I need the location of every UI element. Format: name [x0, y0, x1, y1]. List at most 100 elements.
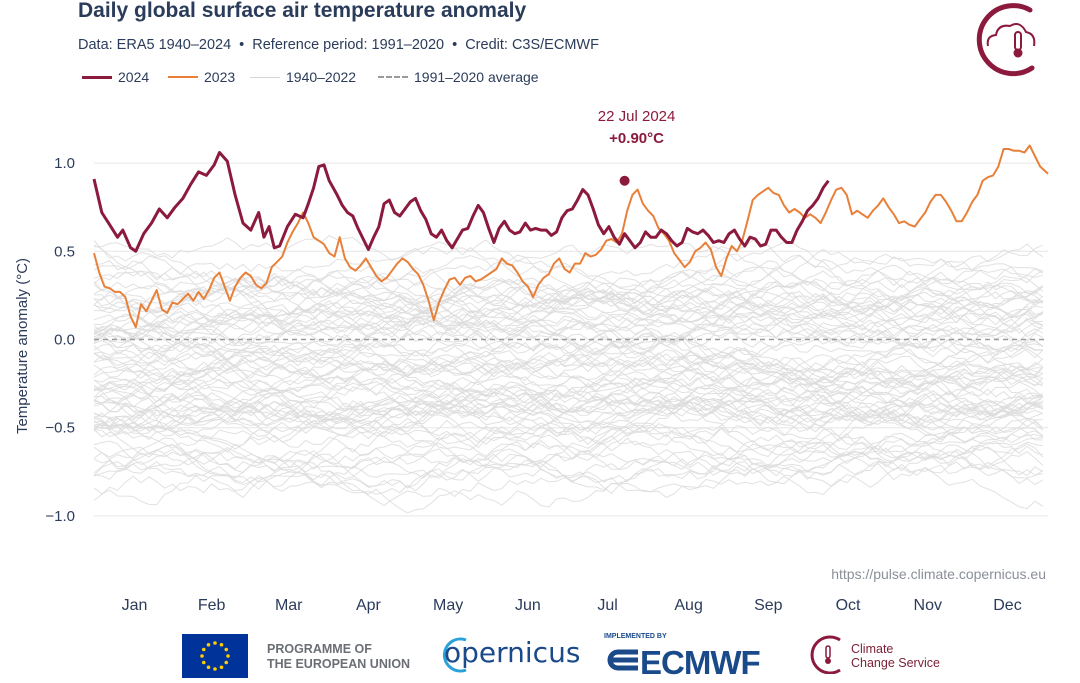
x-tick-label: Mar: [275, 597, 303, 614]
series-line-background: [93, 336, 1043, 399]
series-line-background: [93, 390, 1043, 431]
y-gridlines: [94, 162, 1048, 517]
annotation-date: 22 Jul 2024: [598, 108, 676, 125]
eu-star: [224, 660, 229, 665]
series-line-background: [93, 400, 1043, 445]
temperature-anomaly-chart: −1.0 −0.5 0.0 0.5 1.0 Jan Feb Mar Apr May Jun Jul A…: [14, 108, 1049, 614]
y-tick-label: 0.5: [54, 243, 75, 260]
ccs-logo-icon: [810, 635, 841, 674]
subtitle-credit: Credit: C3S/ECMWF: [465, 37, 599, 53]
eu-star: [213, 641, 217, 645]
series-line-background: [93, 243, 1044, 301]
y-axis-label: Temperature anomaly (°C): [14, 258, 31, 434]
footer-logos: PROGRAMME OF THE EUROPEAN UNION opernicu…: [0, 630, 1080, 681]
copernicus-logo: opernicus: [444, 636, 581, 669]
eu-star: [219, 642, 224, 647]
series-line-background: [93, 305, 1043, 349]
legend-label-average: 1991–2020 average: [414, 69, 539, 85]
legend-item-2023[interactable]: 2023: [168, 69, 235, 85]
ecmwf-logo-icon: [607, 649, 638, 671]
legend-label-1940-2022: 1940–2022: [286, 69, 357, 85]
series-line-background: [93, 351, 1043, 393]
series-line-background: [93, 400, 1043, 460]
annotation-value: +0.90°C: [609, 130, 664, 147]
series-line-background: [93, 381, 1043, 433]
ecmwf-logo: ECMWF: [640, 644, 761, 681]
series-line-background: [93, 443, 1044, 510]
x-tick-label: Feb: [198, 597, 226, 614]
subtitle-separator: •: [239, 37, 245, 53]
series-line-background: [93, 393, 1044, 451]
x-tick-label: Oct: [836, 597, 861, 614]
series-line-background: [93, 239, 1043, 302]
x-tick-label: Jul: [597, 597, 617, 614]
series-line-background: [93, 430, 1044, 501]
legend-item-1940-2022[interactable]: 1940–2022: [250, 69, 356, 85]
x-tick-label: Apr: [356, 597, 382, 614]
eu-programme-text: PROGRAMME OF THE EUROPEAN UNION: [267, 642, 410, 672]
series-line-background: [93, 332, 1044, 395]
annotation-marker[interactable]: [619, 175, 630, 186]
x-tick-label: May: [433, 597, 463, 614]
series-line-background: [93, 368, 1043, 435]
annotation-latest: 22 Jul 2024 +0.90°C: [598, 108, 676, 186]
eu-star: [224, 647, 229, 652]
series-line-background: [93, 339, 1044, 381]
series-line-background: [93, 379, 1044, 437]
series-line-background: [93, 270, 1043, 318]
series-line-background: [93, 354, 1043, 416]
ccs-text-line-2: Change Service: [851, 656, 940, 670]
legend-item-average[interactable]: 1991–2020 average: [378, 69, 539, 85]
x-tick-label: Jan: [122, 597, 148, 614]
x-tick-label: Aug: [674, 597, 702, 614]
series-line-background: [93, 281, 1044, 342]
eu-star: [213, 667, 217, 671]
y-tick-label: 1.0: [54, 155, 75, 172]
series-line-background: [93, 345, 1044, 397]
eu-star: [226, 654, 230, 658]
eu-star: [206, 642, 211, 647]
x-tick-labels: Jan Feb Mar Apr May Jun Jul Aug Sep Oct Nov Dec: [122, 597, 1022, 614]
subtitle-reference: Reference period: 1991–2020: [252, 37, 445, 53]
series-line-background: [93, 399, 1043, 465]
legend-label-2024: 2024: [118, 69, 150, 85]
eu-star: [201, 660, 206, 665]
eu-text-line-1: PROGRAMME OF: [267, 642, 372, 656]
series-line-2024: [92, 151, 830, 253]
y-tick-label: −1.0: [45, 508, 75, 525]
legend-swatch-1940-2022: [250, 76, 280, 78]
series-line-background: [93, 295, 1043, 340]
x-tick-label: Nov: [914, 597, 942, 614]
series-line-background: [93, 332, 1044, 394]
series-line-background: [93, 259, 1044, 312]
series-line-background: [93, 309, 1043, 372]
eu-star: [219, 665, 224, 670]
series-line-2023: [93, 144, 1049, 329]
series-line-background: [93, 388, 1044, 456]
ccs-logo: Climate Change Service: [851, 642, 940, 670]
legend-swatch-2024: [82, 75, 112, 79]
c3s-logo: [970, 2, 1046, 83]
x-tick-label: Dec: [993, 597, 1021, 614]
eu-star: [201, 647, 206, 652]
series-line-background: [93, 336, 1044, 402]
source-link[interactable]: https://pulse.climate.copernicus.eu: [831, 566, 1046, 582]
eu-flag-icon: [182, 634, 248, 678]
eu-text-line-2: THE EUROPEAN UNION: [267, 657, 411, 671]
y-tick-label: 0.0: [54, 332, 75, 349]
background-series-1940-2022: [93, 234, 1044, 514]
eu-star: [206, 665, 211, 670]
legend-item-2024[interactable]: 2024: [82, 69, 149, 85]
series-line-background: [93, 234, 1043, 289]
series-line-background: [93, 437, 1043, 482]
series-line-background: [93, 385, 1043, 450]
series-line-background: [93, 343, 1044, 403]
eu-star: [200, 654, 204, 658]
series-lines: [92, 144, 1049, 329]
series-line-background: [93, 443, 1044, 491]
series-line-background: [93, 264, 1044, 309]
ccs-text-line-1: Climate: [851, 642, 894, 656]
series-line-background: [93, 287, 1043, 343]
series-line-background: [93, 281, 1044, 352]
subtitle-data: Data: ERA5 1940–2024: [78, 37, 232, 53]
